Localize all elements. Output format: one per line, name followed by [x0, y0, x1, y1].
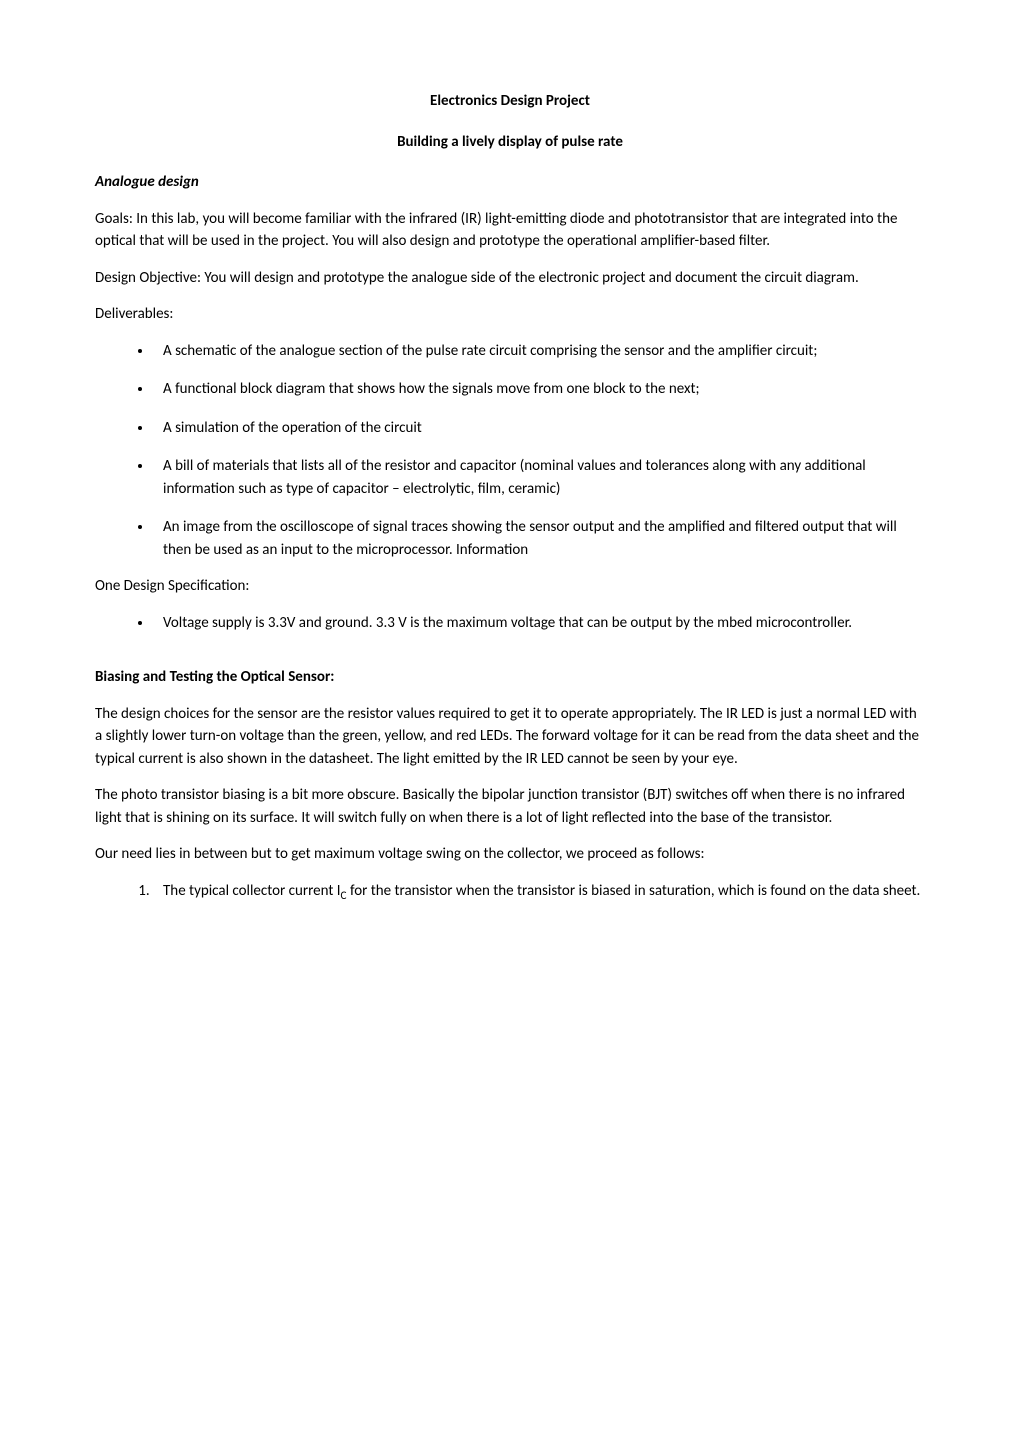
deliverables-label: Deliverables:	[95, 303, 925, 326]
document-title: Electronics Design Project	[95, 90, 925, 113]
goals-paragraph: Goals: In this lab, you will become fami…	[95, 208, 925, 253]
list-item: A functional block diagram that shows ho…	[153, 378, 925, 401]
list-item: A simulation of the operation of the cir…	[153, 417, 925, 440]
biasing-para-2: The photo transistor biasing is a bit mo…	[95, 784, 925, 829]
list-item: A schematic of the analogue section of t…	[153, 340, 925, 363]
list-item: A bill of materials that lists all of th…	[153, 455, 925, 500]
design-spec-list: Voltage supply is 3.3V and ground. 3.3 V…	[95, 612, 925, 635]
design-spec-label: One Design Specification:	[95, 575, 925, 598]
list-item: The typical collector current IC for the…	[153, 880, 925, 905]
list-item: An image from the oscilloscope of signal…	[153, 516, 925, 561]
deliverables-list: A schematic of the analogue section of t…	[95, 340, 925, 562]
section-heading-biasing: Biasing and Testing the Optical Sensor:	[95, 666, 925, 689]
step1-text-prefix: The typical collector current I	[163, 882, 341, 900]
biasing-para-3: Our need lies in between but to get maxi…	[95, 843, 925, 866]
design-objective-paragraph: Design Objective: You will design and pr…	[95, 267, 925, 290]
biasing-steps-list: The typical collector current IC for the…	[95, 880, 925, 905]
step1-text-suffix: for the transistor when the transistor i…	[347, 882, 921, 900]
document-subtitle: Building a lively display of pulse rate	[95, 131, 925, 154]
list-item: Voltage supply is 3.3V and ground. 3.3 V…	[153, 612, 925, 635]
biasing-para-1: The design choices for the sensor are th…	[95, 703, 925, 771]
section-heading-analogue: Analogue design	[95, 171, 925, 194]
